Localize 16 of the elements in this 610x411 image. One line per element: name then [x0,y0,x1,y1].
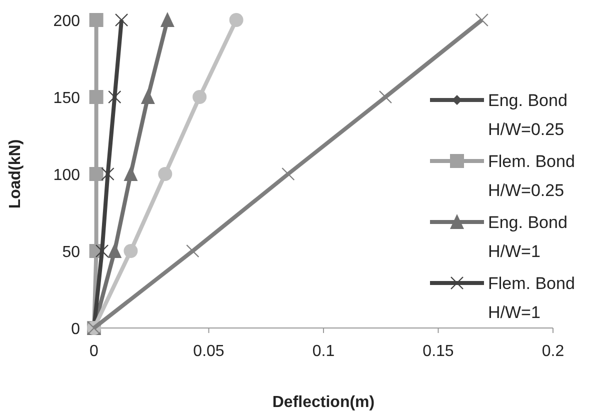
x-tick-label: 0.1 [312,343,335,360]
y-tick-label: 100 [53,167,80,184]
y-tick-label: 0 [71,321,80,338]
legend-label: Eng. Bond H/W=0.25 [488,91,568,139]
x-tick-label: 0.05 [193,343,224,360]
legend-label: Flem. Bond H/W=0.25 [488,152,575,200]
x-tick-label: 0 [90,343,99,360]
legend-label: Eng. Bond H/W=1 [488,213,568,261]
x-tick-label: 0.15 [422,343,454,360]
y-axis-title: Load(kN) [7,139,24,209]
legend-label: Flem. Bond H/W=1 [488,274,575,322]
x-tick-label: 0.2 [542,343,564,360]
y-tick-label: 200 [53,13,80,30]
y-tick-label: 50 [62,244,80,261]
x-axis-title: Deflection(m) [272,394,375,411]
y-tick-label: 150 [53,90,80,107]
